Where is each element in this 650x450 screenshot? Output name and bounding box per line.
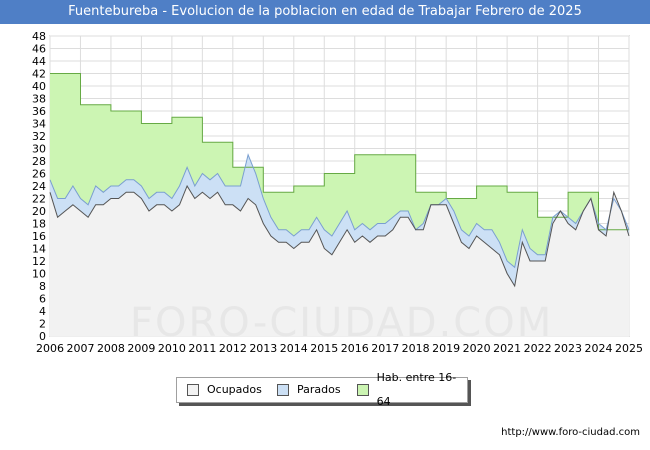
legend-label-ocupados: Ocupados [207, 383, 262, 396]
chart-title: Fuentebureba - Evolucion de la poblacion… [68, 4, 582, 19]
legend-swatch-ocupados [187, 384, 199, 396]
x-tick-label: 2014 [280, 342, 308, 355]
y-tick-label: 28 [32, 155, 46, 168]
x-axis-ticks: 2006 2007 2008 2009 2010 2011 2012 2013 2014 2015… [36, 342, 643, 355]
y-tick-label: 48 [32, 30, 46, 43]
x-tick-label: 2006 [36, 342, 64, 355]
legend-item-ocupados: Ocupados [187, 378, 262, 402]
hab-line [50, 73, 629, 231]
legend-swatch-hab [357, 384, 369, 396]
legend-label-parados: Parados [297, 383, 341, 396]
parados-line [49, 153, 630, 269]
watermark: FORO-CIUDAD.COM [130, 300, 554, 346]
x-tick-label: 2023 [554, 342, 582, 355]
y-tick-label: 4 [39, 305, 46, 318]
y-tick-label: 22 [32, 193, 46, 206]
y-tick-label: 44 [32, 55, 46, 68]
y-tick-label: 24 [32, 180, 46, 193]
legend: Ocupados Parados Hab. entre 16-64 [176, 371, 468, 408]
x-tick-label: 2016 [341, 342, 369, 355]
y-tick-label: 34 [32, 118, 46, 131]
y-tick-label: 14 [32, 243, 46, 256]
x-tick-label: 2019 [432, 342, 460, 355]
y-tick-label: 2 [39, 318, 46, 331]
x-tick-label: 2011 [188, 342, 216, 355]
legend-item-parados: Parados [277, 378, 341, 402]
y-axis-ticks: 0246810121416182022242628303234363840424… [32, 30, 46, 343]
y-tick-label: 26 [32, 168, 46, 181]
x-tick-label: 2007 [66, 342, 94, 355]
legend-item-hab: Hab. entre 16-64 [357, 371, 467, 408]
y-tick-label: 16 [32, 230, 46, 243]
x-tick-label: 2018 [402, 342, 430, 355]
x-tick-label: 2017 [371, 342, 399, 355]
y-tick-label: 40 [32, 80, 46, 93]
x-tick-label: 2024 [585, 342, 613, 355]
title-bar [0, 0, 650, 24]
y-tick-label: 36 [32, 105, 46, 118]
x-tick-label: 2021 [493, 342, 521, 355]
y-tick-label: 12 [32, 255, 46, 268]
ocupados-line [49, 184, 630, 288]
x-tick-label: 2013 [249, 342, 277, 355]
x-tick-label: 2025 [615, 342, 643, 355]
y-tick-label: 6 [39, 293, 46, 306]
y-tick-label: 38 [32, 93, 46, 106]
y-tick-label: 10 [32, 268, 46, 281]
y-tick-label: 0 [39, 330, 46, 343]
y-tick-label: 8 [39, 280, 46, 293]
x-tick-label: 2022 [524, 342, 552, 355]
x-tick-label: 2008 [97, 342, 125, 355]
x-tick-label: 2009 [127, 342, 155, 355]
y-tick-label: 30 [32, 143, 46, 156]
source-link[interactable]: http://www.foro-ciudad.com [501, 427, 640, 438]
y-tick-label: 20 [32, 205, 46, 218]
legend-swatch-parados [277, 384, 289, 396]
y-tick-label: 32 [32, 130, 46, 143]
y-tick-label: 46 [32, 43, 46, 56]
y-tick-label: 18 [32, 218, 46, 231]
x-tick-label: 2020 [463, 342, 491, 355]
ocupados-area [50, 186, 629, 336]
x-tick-label: 2012 [219, 342, 247, 355]
legend-label-hab: Hab. entre 16-64 [376, 371, 457, 408]
x-tick-label: 2015 [310, 342, 338, 355]
y-tick-label: 42 [32, 68, 46, 81]
x-tick-label: 2010 [158, 342, 186, 355]
